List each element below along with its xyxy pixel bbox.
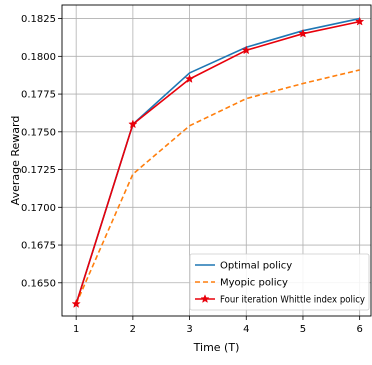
data-point-star: [184, 74, 195, 83]
legend-label: Myopic policy: [220, 278, 288, 289]
plot-frame: [61, 4, 372, 317]
x-tick-label: 3: [186, 324, 192, 335]
y-axis-title: Average Reward: [9, 116, 22, 206]
legend-marker-star: [200, 294, 210, 303]
legend: Optimal policy Myopic policy Four iteratio…: [189, 253, 370, 311]
y-tick-label: 0.1800: [21, 52, 56, 63]
legend-label: Optimal policy: [220, 261, 292, 272]
legend-box: [189, 253, 370, 311]
data-point-star: [298, 28, 308, 38]
series-lines: [71, 16, 365, 308]
data-point-star: [128, 119, 138, 129]
y-tick-label: 0.1725: [21, 165, 56, 176]
data-point-star: [71, 299, 81, 308]
axis-ticks: 1 2 3 4 5 6 0.1650 0.1675 0.1700 0.1725 0.1750 0.17…: [21, 14, 363, 335]
data-point-star: [355, 16, 365, 26]
series-line: [75, 69, 360, 305]
grid: [62, 5, 371, 316]
y-tick-label: 0.1750: [21, 127, 56, 138]
x-tick-label: 6: [356, 324, 362, 335]
x-tick-label: 2: [130, 324, 136, 335]
y-tick-label: 0.1775: [21, 90, 56, 101]
x-axis-title: Time (T): [193, 341, 240, 354]
x-tick-label: 4: [243, 324, 249, 335]
y-tick-label: 0.1825: [21, 14, 56, 25]
x-tick-label: 5: [300, 324, 306, 335]
x-tick-label: 1: [73, 324, 79, 335]
y-tick-label: 0.1650: [21, 278, 56, 289]
series-line: [75, 20, 360, 305]
legend-label: Four iteration Whittle index policy: [220, 295, 365, 306]
y-tick-label: 0.1675: [21, 241, 56, 252]
data-point-star: [241, 45, 251, 55]
y-tick-label: 0.1700: [21, 203, 56, 214]
